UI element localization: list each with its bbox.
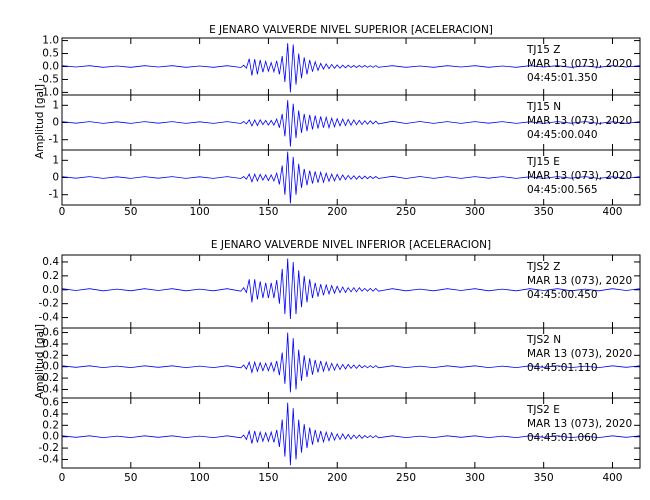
y-tick-label: -1.0 xyxy=(39,86,60,98)
y-tick-label: -0.4 xyxy=(39,383,60,395)
annotation: MAR 13 (073), 2020 xyxy=(527,58,632,70)
annotation: TJS2 N xyxy=(526,334,561,346)
y-tick-label: 0.0 xyxy=(42,431,59,443)
annotation: MAR 13 (073), 2020 xyxy=(527,275,632,287)
x-tick-label: 200 xyxy=(327,206,347,218)
y-tick-label: 1 xyxy=(52,154,59,166)
x-tick-label: 400 xyxy=(602,206,622,218)
waveform xyxy=(61,258,641,320)
annotation: TJ15 N xyxy=(526,101,561,113)
annotation: TJ15 E xyxy=(526,156,560,168)
x-tick-label: 400 xyxy=(602,472,622,484)
annotation: 04:45:01.350 xyxy=(527,72,598,84)
waveform xyxy=(61,332,641,393)
annotation: TJ15 Z xyxy=(526,44,560,56)
x-tick-label: 300 xyxy=(465,206,485,218)
y-tick-label: 0.4 xyxy=(42,408,59,420)
y-tick-label: 0.2 xyxy=(42,419,59,431)
annotation: 04:45:00.565 xyxy=(527,184,598,196)
y-tick-label: 0.4 xyxy=(42,256,59,268)
y-axis-label: Amplitud [gal] xyxy=(34,84,46,159)
waveform xyxy=(61,402,641,466)
y-tick-label: 0.5 xyxy=(42,48,59,60)
waveform xyxy=(61,151,641,204)
x-tick-label: 0 xyxy=(59,206,66,218)
y-tick-label: 0.6 xyxy=(42,397,59,409)
annotation: 04:45:01.110 xyxy=(527,362,598,374)
annotation: MAR 13 (073), 2020 xyxy=(527,348,632,360)
y-tick-label: -0.5 xyxy=(39,73,60,85)
x-tick-label: 50 xyxy=(124,472,137,484)
x-tick-label: 350 xyxy=(534,472,554,484)
y-tick-label: 0.0 xyxy=(42,361,59,373)
y-tick-label: 0.4 xyxy=(42,338,59,350)
x-tick-label: 200 xyxy=(327,472,347,484)
y-tick-label: 0.0 xyxy=(42,284,59,296)
y-tick-label: 1 xyxy=(52,99,59,111)
y-tick-label: -0.2 xyxy=(39,298,60,310)
annotation: 04:45:00.450 xyxy=(527,289,598,301)
y-tick-label: 0 xyxy=(52,117,59,129)
y-tick-label: -0.2 xyxy=(39,372,60,384)
y-tick-label: -0.2 xyxy=(39,442,60,454)
y-tick-label: -0.4 xyxy=(39,312,60,324)
waveform xyxy=(61,43,641,93)
annotation: MAR 13 (073), 2020 xyxy=(527,418,632,430)
x-tick-label: 150 xyxy=(258,206,278,218)
x-tick-label: 150 xyxy=(258,472,278,484)
annotation: TJS2 Z xyxy=(526,261,560,273)
y-tick-label: 0.6 xyxy=(42,327,59,339)
y-tick-label: -1 xyxy=(49,134,59,146)
waveform xyxy=(61,100,641,147)
chart-title: E JENARO VALVERDE NIVEL INFERIOR [ACELER… xyxy=(211,239,491,251)
y-tick-label: 0.2 xyxy=(42,349,59,361)
x-tick-label: 100 xyxy=(190,472,210,484)
y-tick-label: 0 xyxy=(52,172,59,184)
y-tick-label: -1 xyxy=(49,189,59,201)
y-tick-label: -0.4 xyxy=(39,453,60,465)
x-tick-label: 50 xyxy=(124,206,137,218)
annotation: MAR 13 (073), 2020 xyxy=(527,115,632,127)
y-tick-label: 0.2 xyxy=(42,270,59,282)
y-tick-label: 0.0 xyxy=(42,61,59,73)
y-axis-label: Amplitud [gal] xyxy=(34,324,46,399)
x-tick-label: 100 xyxy=(190,206,210,218)
y-tick-label: 1.0 xyxy=(42,35,59,47)
x-tick-label: 300 xyxy=(465,472,485,484)
x-tick-label: 0 xyxy=(59,472,66,484)
annotation: MAR 13 (073), 2020 xyxy=(527,170,632,182)
x-tick-label: 250 xyxy=(396,472,416,484)
annotation: 04:45:01.060 xyxy=(527,432,598,444)
annotation: TJS2 E xyxy=(526,404,560,416)
panel-frame xyxy=(61,397,641,469)
chart-title: E JENARO VALVERDE NIVEL SUPERIOR [ACELER… xyxy=(209,24,493,36)
x-tick-label: 250 xyxy=(396,206,416,218)
x-tick-label: 350 xyxy=(534,206,554,218)
annotation: 04:45:00.040 xyxy=(527,129,598,141)
